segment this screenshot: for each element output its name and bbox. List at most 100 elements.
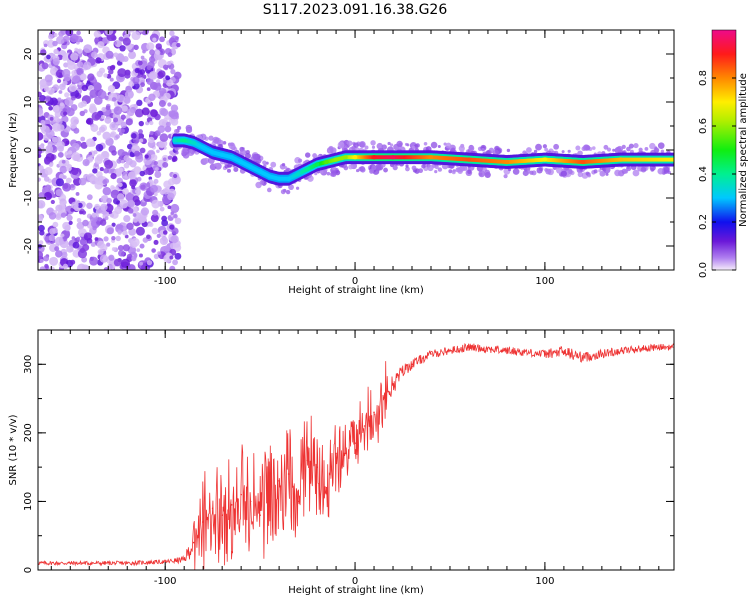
ridge-halo [371,165,377,171]
colorbar-axes: 0.0 0.2 0.4 0.6 0.8 [698,29,737,278]
ridge-point [172,138,177,143]
noise-speckle [111,222,116,227]
noise-speckle [162,188,169,195]
ridge-halo [445,142,452,149]
ridge-point [618,157,624,162]
noise-speckle [113,106,123,115]
noise-speckle [139,69,146,75]
noise-speckle [76,30,81,36]
noise-speckle [109,213,114,218]
noise-speckle [42,78,46,83]
noise-speckle [85,138,95,147]
noise-speckle [169,265,176,270]
ridge-point [210,150,215,155]
snr-plot-area [38,342,674,570]
noise-speckle [61,251,68,258]
noise-speckle [142,237,149,243]
noise-speckle [93,150,98,155]
noise-speckle [122,226,128,231]
noise-speckle [150,154,158,162]
spectrogram-plot-area [38,30,674,270]
noise-speckle [152,37,157,42]
noise-speckle [108,254,115,261]
noise-speckle [86,117,94,125]
noise-speckle [52,116,60,123]
noise-speckle [131,256,137,262]
noise-speckle [44,158,51,165]
noise-speckle [140,184,146,190]
noise-speckle [171,156,178,162]
chart-title: S117.2023.091.16.38.G26 [263,2,448,18]
noise-speckle [169,255,174,260]
noise-speckle [45,145,54,153]
noise-speckle [146,87,151,92]
noise-speckle [148,222,154,228]
noise-speckle [124,234,129,239]
noise-speckle [104,30,114,36]
noise-speckle [157,125,166,134]
noise-speckle [138,253,143,258]
noise-speckle [77,202,83,208]
noise-speckle [121,105,128,112]
ridge-halo [468,145,475,152]
noise-speckle [39,124,47,131]
snr-point [230,504,233,506]
noise-speckle [155,43,162,50]
ridge-point [504,159,510,165]
noise-speckle [72,75,81,84]
noise-speckle [154,171,162,178]
noise-speckle [43,176,50,182]
ridge-halo [628,143,634,149]
snr-point [506,349,508,352]
ridge-halo [638,147,643,152]
noise-speckle [122,188,129,195]
noise-speckle [171,227,179,235]
ridge-halo [371,145,376,149]
noise-speckle [82,158,90,167]
noise-speckle [109,77,114,82]
ridge-point [238,159,244,165]
noise-speckle [158,142,166,149]
ridge-halo [544,147,549,152]
noise-speckle [137,132,145,140]
ridge-point [219,152,225,157]
noise-speckle [139,261,144,266]
ridge-halo [427,164,434,172]
noise-speckle [80,136,86,142]
noise-speckle [71,201,79,210]
snr-point [363,425,366,427]
snr-point [325,486,328,489]
ridge-halo [222,140,227,145]
noise-speckle [155,50,161,55]
snr-point [373,411,375,414]
ridge-halo [616,145,623,153]
ridge-halo [392,165,398,171]
noise-speckle [100,115,105,120]
ridge-halo [218,143,223,148]
noise-speckle [101,151,109,158]
noise-speckle [86,202,93,209]
colorbar-gradient [712,30,736,270]
ridge-halo [649,142,656,150]
ridge-halo [526,147,532,153]
noise-speckle [99,219,107,226]
noise-speckle [133,44,139,51]
snr-point [344,452,347,455]
noise-speckle [55,178,65,187]
noise-speckle [39,258,44,263]
noise-speckle [97,248,104,255]
noise-speckle [69,33,79,43]
noise-speckle [51,136,58,143]
snr-point [192,541,195,544]
noise-speckle [174,217,182,225]
noise-speckle [105,50,114,59]
noise-speckle [139,138,144,143]
snr-point [69,562,72,564]
noise-speckle [127,199,136,208]
noise-speckle [81,210,87,215]
noise-speckle [76,263,87,270]
ridge-point [352,155,358,160]
noise-speckle [127,264,136,270]
ridge-halo [288,184,294,191]
noise-speckle [76,236,81,241]
